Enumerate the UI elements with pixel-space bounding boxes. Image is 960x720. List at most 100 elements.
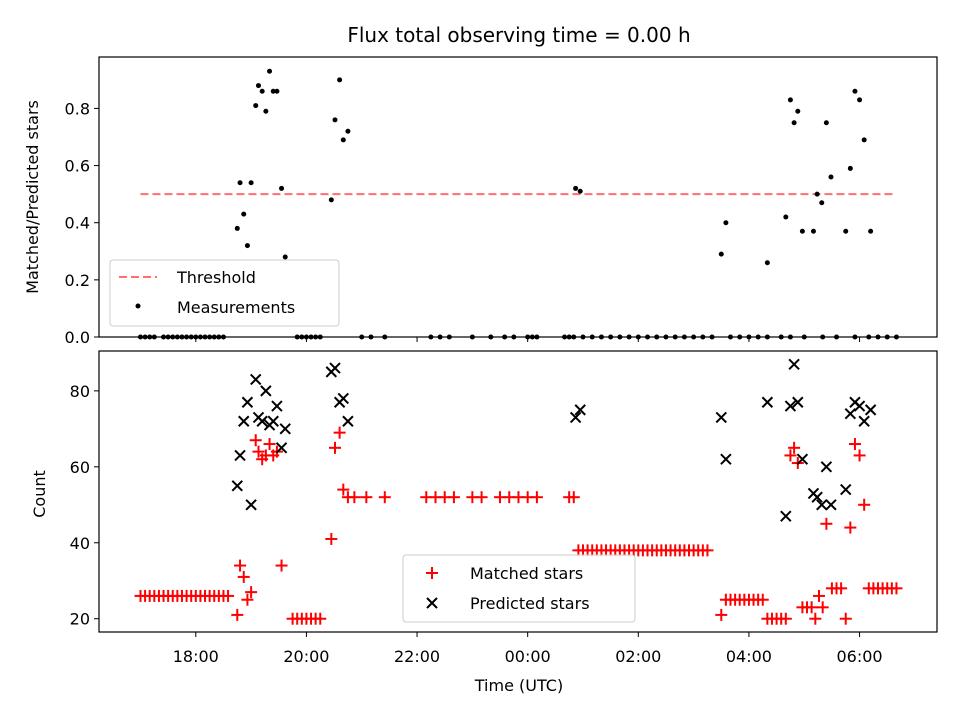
predicted-star-point [792,396,804,408]
x-tick-label: 00:00 [505,647,551,666]
measurement-point [764,334,770,340]
measurement-point [577,188,583,194]
matched-star-point [853,449,866,462]
top-y-tick-label: 0.4 [65,214,90,233]
predicted-star-b [796,453,809,465]
measurement-point [216,334,222,340]
predicted-star-b [238,415,250,427]
predicted-star-b [260,385,272,397]
matched-star-point [809,612,822,625]
matched-star-point [567,491,580,504]
matched-star-point [378,491,391,504]
measurement-point [783,214,789,220]
measurement-point [580,334,586,340]
measurement-point [211,334,217,340]
measurement-point [645,334,651,340]
measurement-point [337,77,343,83]
measurement-point [267,68,273,74]
measurement-point [259,88,265,94]
predicted-star-point [337,392,350,405]
measurement-point [151,334,157,340]
matched-star-point [756,593,769,606]
measurement-point [263,108,269,114]
matched-star-point [835,582,848,595]
matched-star-point [844,521,857,534]
predicted-star-point [256,415,268,427]
predicted-star-point [241,396,254,408]
predicted-star-b [720,453,732,465]
measurement-point [469,334,475,340]
predicted-star-point [275,442,288,454]
measurement-point [868,228,874,234]
measurement-point [626,334,632,340]
bottom-y-tick-label: 40 [70,534,90,553]
measurement-point [340,137,346,143]
matched-star-point [252,445,265,458]
measurement-point [801,334,807,340]
measurement-point [598,334,604,340]
measurement-point [279,185,285,191]
predicted-star-point [840,483,852,496]
matched-star-point [816,601,829,614]
predicted-legend-marker [426,597,438,609]
measurement-point [718,251,724,257]
measurement-point [248,180,254,186]
measurement-point [573,185,579,191]
matched-star-point [241,593,254,606]
matched-star-point [263,438,276,451]
measurement-point [237,180,243,186]
predicted-star-b [840,483,852,496]
measurement-point [255,83,261,89]
predicted-star-point [234,449,246,462]
measurement-point [274,88,280,94]
measurement-point [165,334,171,340]
predicted-star-point [231,480,243,492]
predicted-star-point [825,499,837,511]
measurement-point [234,225,240,231]
predicted-star-b [864,404,877,416]
predicted-star-point [820,461,833,473]
measurements-legend-marker [135,303,141,309]
predicted-star-b [853,400,866,412]
predicted-star-b [234,449,246,462]
matched-star-point [222,589,235,602]
matched-star-point [839,612,852,625]
top-axes: 0.00.20.40.60.8 Matched/Predicted stars … [23,56,938,347]
measurement-point [691,334,697,340]
bottom-y-tick-label: 80 [70,382,90,401]
measurement-point [810,228,816,234]
predicted-star-b [858,415,870,427]
measurement-point [847,165,853,171]
matched-star-point [234,559,247,572]
matched-star-point [333,426,346,439]
measurement-point [502,334,508,340]
predicted-star-b [820,461,833,473]
matched-star-point [249,434,262,447]
measurement-point [184,334,190,340]
matched-star-point [530,491,543,504]
measurement-point [328,197,334,203]
matched-star-point [329,441,342,454]
measurement-point [188,334,194,340]
measurement-point [174,334,180,340]
predicted-star-b [784,400,797,412]
predicted-star-point [569,411,582,424]
matched-legend-label: Matched stars [470,564,583,583]
matched-star-point [812,589,825,602]
measurement-point [608,334,614,340]
measurement-point [795,108,801,114]
measurement-point [663,334,669,340]
matched-star-point [237,570,250,583]
matched-star-point [337,483,350,496]
top-y-axis-label: Matched/Predicted stars [23,100,42,294]
x-axis-label: Time (UTC) [474,676,563,695]
measurement-point [345,128,351,134]
predicted-star-point [238,415,250,427]
predicted-star-b [241,396,254,408]
predicted-star-point [342,415,354,427]
matched-legend-marker [426,567,438,579]
measurement-point [589,334,595,340]
measurement-point [799,228,805,234]
matched-star-point [890,582,903,595]
measurement-point [566,334,572,340]
